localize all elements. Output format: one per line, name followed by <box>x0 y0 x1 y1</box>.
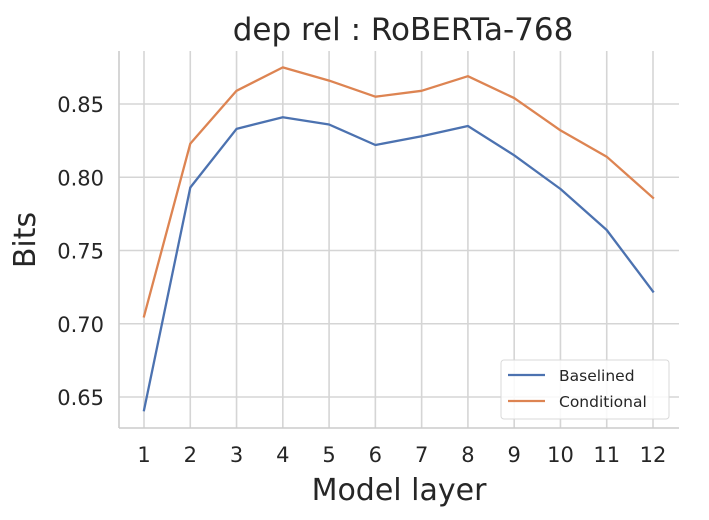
y-tick-labels: 0.65 0.70 0.75 0.80 0.85 <box>57 93 104 410</box>
x-tick-label: 7 <box>415 443 428 467</box>
legend-label-baselined: Baselined <box>559 367 635 385</box>
data-series <box>142 66 655 412</box>
x-tick-label: 2 <box>184 443 197 467</box>
series-line-baselined <box>142 116 655 412</box>
x-tick-label: 3 <box>230 443 243 467</box>
y-tick-label: 0.70 <box>57 313 104 337</box>
x-tick-label: 10 <box>547 443 574 467</box>
x-tick-label: 4 <box>276 443 289 467</box>
x-tick-label: 12 <box>640 443 667 467</box>
x-axis-label: Model layer <box>312 473 488 508</box>
y-axis-label: Bits <box>8 212 43 268</box>
axes <box>118 51 679 429</box>
series-line-conditional <box>142 66 655 318</box>
y-tick-label: 0.80 <box>57 166 104 190</box>
x-tick-label: 5 <box>322 443 335 467</box>
y-tick-label: 0.85 <box>57 93 104 117</box>
x-tick-label: 11 <box>593 443 620 467</box>
x-tick-labels: 1 2 3 4 5 6 7 8 9 10 11 12 <box>137 443 666 467</box>
x-tick-label: 1 <box>137 443 150 467</box>
y-tick-label: 0.75 <box>57 240 104 264</box>
x-tick-label: 9 <box>507 443 520 467</box>
x-tick-label: 6 <box>369 443 382 467</box>
x-tick-label: 8 <box>461 443 474 467</box>
chart-title: dep rel : RoBERTa-768 <box>233 12 574 48</box>
y-tick-label: 0.65 <box>57 386 104 410</box>
legend-label-conditional: Conditional <box>559 393 647 411</box>
legend: Baselined Conditional <box>500 359 670 420</box>
